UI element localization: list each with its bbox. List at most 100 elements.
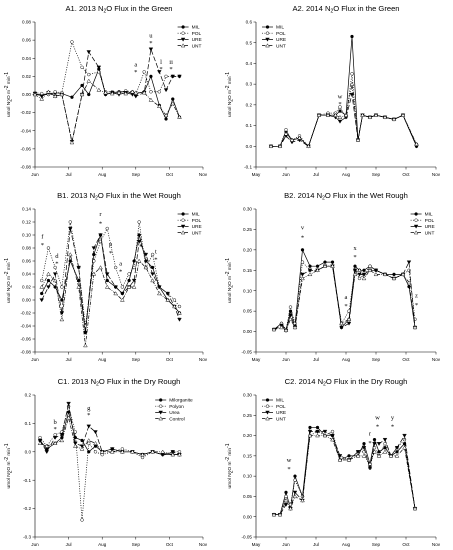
y-tick-label: -0.08 (21, 165, 32, 170)
data-point (46, 285, 51, 290)
annotation-label: w (287, 457, 292, 464)
data-point (46, 246, 51, 250)
data-point (69, 140, 75, 145)
data-point (70, 95, 74, 99)
y-tick-label: 0.1 (25, 421, 32, 426)
y-tick-label: -0.02 (21, 110, 32, 115)
data-point (360, 112, 365, 117)
legend-marker (158, 410, 163, 415)
series-line (39, 404, 180, 520)
data-point (165, 297, 171, 302)
data-point (137, 233, 141, 237)
annotation-label: * (169, 66, 172, 73)
data-point (367, 115, 373, 119)
x-tick-label: Jul (313, 172, 319, 177)
series-polyon (38, 404, 182, 522)
data-point (300, 248, 305, 252)
legend-marker (181, 218, 185, 222)
data-point (163, 113, 169, 117)
data-point (367, 466, 373, 471)
x-tick-label: Aug (342, 357, 351, 362)
chart-a2: A2. 2014 N2O Flux in the Green -0.1 0.0 0.1… (225, 4, 441, 177)
data-point (165, 291, 170, 296)
x-tick-label: Sep (372, 172, 381, 177)
legend-marker (414, 212, 418, 216)
annotation-label: * (154, 257, 157, 264)
legend-marker (265, 43, 270, 48)
y-tick-label: -0.08 (21, 350, 32, 355)
data-point (59, 438, 65, 443)
annotation-label: * (353, 254, 356, 261)
annotation-label: * (415, 302, 418, 309)
data-point (346, 457, 352, 462)
legend-marker (265, 416, 270, 421)
x-tick-label: Aug (98, 542, 107, 547)
annotation-label: g (87, 405, 91, 412)
data-point (133, 94, 139, 99)
y-tick-label: -0.1 (244, 165, 252, 170)
series-pol (272, 429, 417, 517)
x-tick-label: Nov (432, 542, 441, 547)
data-point (402, 437, 407, 442)
legend-label: UNT (276, 43, 286, 49)
data-point (277, 144, 283, 148)
data-point (46, 278, 51, 283)
x-tick-label: Nov (199, 542, 208, 547)
y-tick-label: 0.06 (22, 259, 31, 264)
data-point (59, 433, 65, 437)
data-point (113, 285, 118, 290)
legend-marker (265, 31, 270, 35)
y-tick-label: 0.02 (22, 74, 31, 79)
annotation-label: y (391, 414, 395, 421)
data-point (177, 452, 182, 457)
data-point (80, 438, 84, 443)
annotation-label: a (345, 294, 348, 301)
data-point (402, 445, 407, 450)
legend-label: URE (425, 224, 435, 230)
data-point (105, 226, 109, 231)
data-point (361, 446, 367, 450)
data-point (308, 425, 312, 430)
x-tick-label: Nov (199, 172, 208, 177)
x-tick-label: May (252, 542, 261, 547)
data-point (91, 271, 97, 276)
legend-marker (265, 37, 270, 42)
data-point (330, 260, 335, 264)
data-point (79, 92, 85, 97)
legend-label: URE (276, 410, 286, 416)
y-tick-label: -0.06 (21, 146, 32, 151)
y-tick-label: 0.15 (243, 268, 252, 273)
legend-marker (159, 398, 163, 402)
data-point (315, 433, 320, 438)
data-point (322, 433, 328, 438)
annotation-label: * (109, 250, 112, 257)
data-point (395, 450, 399, 454)
data-point (372, 446, 377, 450)
chart-title: A2. 2014 N2O Flux in the Green (292, 4, 399, 15)
data-point (160, 449, 165, 454)
x-tick-label: Jul (66, 172, 72, 177)
y-tick-label: 0.0 (246, 144, 253, 149)
y-tick-label: 0.6 (246, 20, 253, 25)
data-point (73, 441, 78, 446)
data-point (98, 265, 103, 270)
data-point (268, 144, 274, 148)
data-point (130, 449, 135, 454)
series-ure (39, 226, 182, 335)
x-tick-label: Oct (166, 357, 174, 362)
y-tick-label: 0.00 (243, 514, 252, 519)
data-point (400, 272, 406, 277)
annotation-label: a (119, 261, 122, 268)
y-tick-label: 0.08 (22, 246, 31, 251)
y-axis-label: umol N2O m-2 min-1 (225, 443, 234, 488)
y-tick-label: 0.5 (246, 40, 253, 45)
data-point (362, 442, 366, 446)
series-unt (32, 78, 182, 145)
data-point (315, 264, 320, 268)
data-point (38, 435, 42, 440)
x-tick-label: Aug (342, 542, 351, 547)
data-point (164, 74, 168, 79)
annotation-label: a (134, 62, 137, 69)
